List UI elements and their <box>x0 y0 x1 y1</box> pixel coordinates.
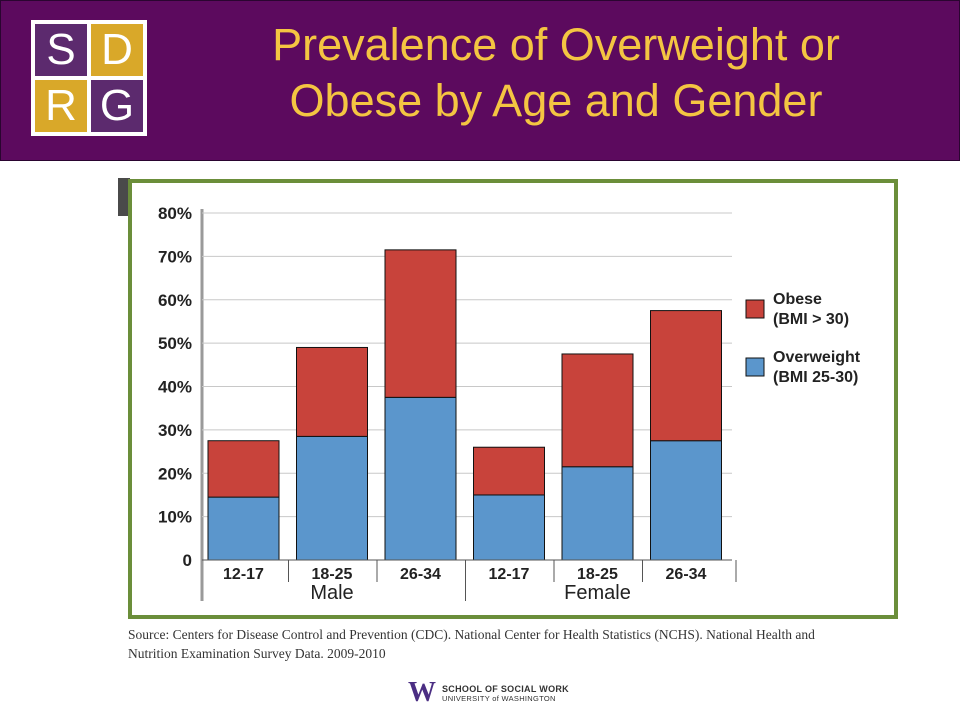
bar-overweight <box>207 496 280 561</box>
uw-university-name: UNIVERSITY of WASHINGTON <box>442 693 556 703</box>
slide-title: Prevalence of Overweight or Obese by Age… <box>176 17 936 129</box>
x-tick-label: 26-34 <box>666 566 707 583</box>
x-tick-label: 12-17 <box>223 566 264 583</box>
y-tick-label: 20% <box>158 464 192 483</box>
bar-overweight <box>473 494 545 561</box>
source-line2: Nutrition Examination Survey Data. 2009-… <box>128 646 386 661</box>
uw-w-icon: W <box>408 677 436 708</box>
uw-school-name: SCHOOL OF SOCIAL WORK <box>442 683 569 694</box>
legend-swatch <box>745 357 765 377</box>
source-line1: Source: Centers for Disease Control and … <box>128 627 815 642</box>
bar-obese <box>384 249 457 398</box>
logo-letter-g: G <box>91 80 143 132</box>
bar-overweight <box>296 435 368 561</box>
logo-letter-r: R <box>35 80 87 132</box>
x-tick-label: 12-17 <box>489 566 530 583</box>
bar-overweight <box>561 466 634 561</box>
stacked-bar-chart: 0 10% 20% 30% 40% 50% 60% 70% 80% 12-17 18-25 26-34… <box>158 204 861 604</box>
logo-letter-s: S <box>35 24 87 76</box>
bar-obese <box>296 346 368 437</box>
bar-obese <box>207 440 280 498</box>
y-tick-label: 70% <box>158 247 192 266</box>
uw-school-logo: W SCHOOL OF SOCIAL WORK UNIVERSITY of WA… <box>408 678 569 708</box>
source-citation: Source: Centers for Disease Control and … <box>128 625 908 663</box>
group-label: Male <box>310 582 353 604</box>
y-tick-label: 0 <box>183 551 192 570</box>
logo-letter-d: D <box>91 24 143 76</box>
y-tick-label: 10% <box>158 508 192 527</box>
y-tick-label: 80% <box>158 204 192 223</box>
chart-frame: 0 10% 20% 30% 40% 50% 60% 70% 80% 12-17 18-25 26-34… <box>128 179 898 619</box>
x-tick-label: 18-25 <box>312 566 353 583</box>
sdrg-logo: S D R G <box>31 20 147 136</box>
y-tick-label: 60% <box>158 291 192 310</box>
slide-title-line1: Prevalence of Overweight or <box>272 19 840 70</box>
bar-overweight <box>384 396 457 561</box>
bar-obese <box>561 353 634 468</box>
bar-obese <box>650 310 722 442</box>
x-tick-label: 26-34 <box>400 566 441 583</box>
legend-swatch <box>745 299 765 319</box>
bar-obese <box>473 446 545 496</box>
legend-label: Obese <box>773 291 822 308</box>
decorative-tab <box>118 178 130 216</box>
legend-label: Overweight <box>773 349 861 366</box>
bar-overweight <box>650 440 722 561</box>
legend-label: (BMI 25-30) <box>773 369 858 386</box>
x-tick-label: 18-25 <box>577 566 618 583</box>
slide-header: S D R G Prevalence of Overweight or Obes… <box>0 0 960 161</box>
legend-label: (BMI > 30) <box>773 311 849 328</box>
group-label: Female <box>564 582 631 604</box>
y-tick-label: 40% <box>158 378 192 397</box>
y-tick-label: 30% <box>158 421 192 440</box>
slide-title-line2: Obese by Age and Gender <box>289 75 823 126</box>
y-tick-label: 50% <box>158 334 192 353</box>
